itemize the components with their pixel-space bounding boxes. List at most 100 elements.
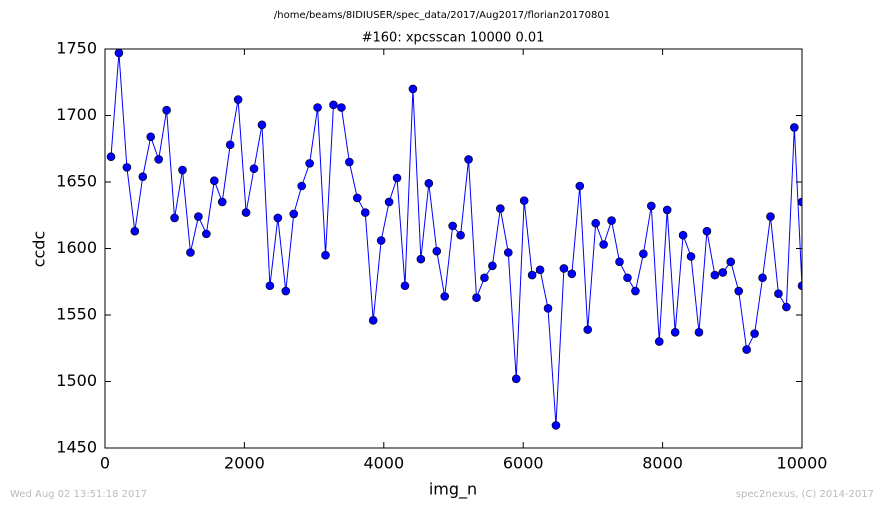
data-point — [599, 240, 608, 249]
data-point — [543, 304, 553, 313]
data-line — [110, 52, 802, 426]
data-point — [686, 252, 696, 261]
data-point — [114, 49, 124, 58]
data-point — [503, 248, 513, 257]
data-point — [726, 257, 736, 267]
data-point — [424, 179, 434, 188]
data-point — [527, 270, 537, 280]
data-point — [797, 197, 802, 207]
data-point — [559, 264, 569, 273]
data-point — [797, 281, 802, 291]
x-tick-label: 10000 — [777, 454, 828, 473]
data-point — [130, 226, 140, 236]
data-point — [170, 213, 179, 223]
data-point — [178, 165, 187, 175]
data-point — [162, 105, 171, 115]
data-point — [496, 204, 505, 213]
data-point — [607, 216, 616, 225]
data-point — [750, 329, 759, 338]
data-point — [138, 172, 148, 181]
footer-left: Wed Aug 02 13:51:18 2017 — [10, 489, 147, 500]
footer-right: spec2nexus, (C) 2014-2017 — [736, 489, 874, 500]
y-tick-label: 1450 — [56, 438, 97, 457]
data-point — [313, 103, 322, 112]
data-point — [567, 269, 577, 279]
data-point — [384, 197, 394, 207]
y-axis-label: ccdc — [30, 231, 49, 268]
data-point — [782, 302, 791, 312]
data-point — [305, 159, 314, 168]
data-point — [400, 281, 410, 291]
y-tick-label: 1600 — [56, 238, 97, 257]
data-point — [742, 345, 751, 354]
data-point — [329, 100, 338, 110]
data-point — [202, 229, 211, 239]
y-tick-label: 1500 — [56, 371, 97, 390]
data-point — [209, 176, 219, 185]
data-point — [194, 212, 203, 221]
data-point — [337, 103, 346, 112]
data-point — [591, 218, 600, 228]
x-axis-label: img_n — [429, 480, 477, 500]
data-point — [662, 205, 672, 215]
data-point — [440, 292, 450, 301]
data-point — [535, 265, 545, 275]
data-point — [631, 286, 640, 296]
data-point — [519, 196, 529, 205]
data-point — [472, 293, 481, 303]
data-point — [758, 273, 767, 283]
data-point — [639, 249, 648, 259]
data-point — [257, 120, 267, 130]
data-point — [297, 181, 306, 191]
data-point — [353, 193, 362, 203]
data-point — [432, 246, 442, 256]
data-point — [488, 261, 497, 271]
data-point — [273, 213, 283, 223]
data-point — [718, 268, 728, 277]
data-point — [551, 421, 561, 430]
data-point — [122, 163, 132, 172]
suptitle: /home/beams/8IDIUSER/spec_data/2017/Aug2… — [274, 10, 610, 21]
data-point — [448, 221, 457, 231]
data-point — [146, 132, 156, 142]
plot-area — [106, 49, 802, 430]
data-point — [408, 84, 418, 94]
data-point — [678, 230, 688, 240]
data-point — [106, 152, 116, 162]
data-point — [575, 181, 585, 191]
data-point — [241, 208, 251, 217]
data-point — [615, 257, 624, 267]
data-point — [464, 155, 473, 164]
x-tick-label: 0 — [100, 454, 110, 473]
data-point — [647, 201, 656, 211]
data-point — [583, 325, 593, 334]
y-tick-label: 1550 — [56, 305, 97, 324]
data-point — [289, 209, 299, 219]
data-point — [694, 327, 704, 337]
data-point — [217, 197, 227, 207]
data-point — [186, 248, 195, 257]
data-point — [249, 164, 259, 173]
data-point — [281, 286, 291, 296]
x-tick-label: 4000 — [363, 454, 404, 473]
y-tick-label: 1650 — [56, 172, 97, 191]
data-point — [392, 173, 402, 183]
data-point — [774, 289, 783, 299]
data-point — [456, 230, 465, 240]
x-tick-label: 6000 — [503, 454, 544, 473]
data-point — [360, 208, 370, 217]
x-tick-label: 8000 — [642, 454, 683, 473]
data-point — [790, 123, 799, 132]
data-point — [376, 236, 386, 245]
x-tick-label: 2000 — [224, 454, 265, 473]
data-point — [154, 155, 163, 164]
data-point — [480, 273, 489, 283]
data-point — [511, 374, 521, 384]
data-point — [623, 273, 632, 283]
data-point — [766, 212, 775, 221]
y-tick-label: 1700 — [56, 105, 97, 124]
data-point — [654, 337, 664, 346]
data-point — [265, 281, 275, 291]
data-point — [670, 327, 680, 337]
